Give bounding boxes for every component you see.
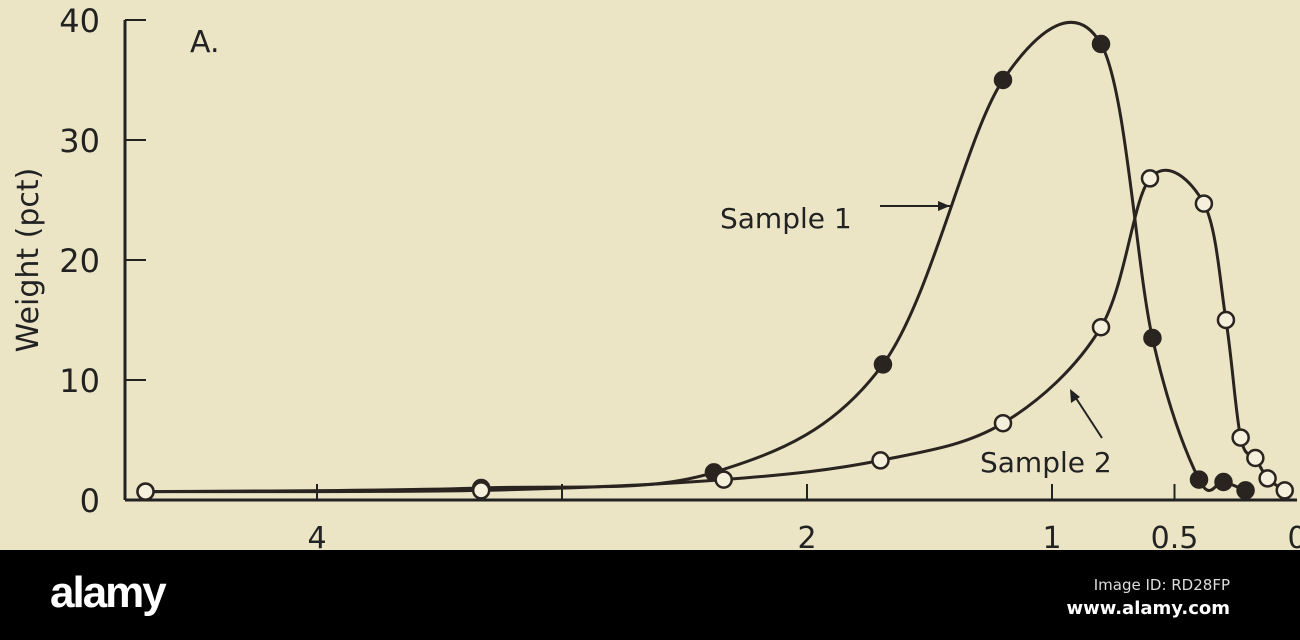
series-line-sample-2 (145, 168, 1286, 494)
series-line-sample-1 (145, 21, 1247, 494)
series-label-sample-1: Sample 1 (720, 202, 852, 235)
data-point-sample-2 (1258, 469, 1277, 488)
data-point-sample-2 (1246, 448, 1265, 468)
watermark-bar: alamy Image ID: RD28FP www.alamy.com (0, 550, 1300, 640)
y-axis-label: Weight (pct) (11, 168, 46, 353)
panel-label: A. (190, 25, 220, 60)
data-point-sample-2 (471, 481, 491, 500)
y-tick-label: 20 (59, 242, 100, 280)
y-tick-label: 40 (59, 2, 100, 40)
data-point-sample-2 (1216, 310, 1236, 330)
data-point-sample-1 (1236, 481, 1255, 500)
data-point-sample-1 (993, 70, 1013, 90)
sample-2-arrowhead (1070, 389, 1080, 403)
data-point-sample-2 (1140, 169, 1160, 188)
y-tick-label: 10 (59, 362, 100, 400)
chart-svg: A. Weight (pct) Sample 1 Sample 2 4 2 1 0.5… (11, 2, 1300, 550)
y-tick-label: 30 (59, 122, 100, 160)
data-point-sample-2 (1194, 194, 1214, 213)
x-tick-label: 1 (1042, 521, 1061, 550)
data-point-sample-1 (873, 355, 893, 374)
sample-2-arrow (1071, 391, 1103, 439)
image-id: Image ID: RD28FP (1093, 576, 1230, 594)
site-url: www.alamy.com (1066, 598, 1230, 619)
chart-area: A. Weight (pct) Sample 1 Sample 2 4 2 1 0.5… (0, 0, 1300, 550)
data-point-sample-2 (1275, 481, 1294, 500)
data-point-sample-1 (1214, 472, 1233, 492)
x-tick-label: 2 (797, 521, 816, 550)
data-point-sample-2 (1231, 428, 1250, 447)
data-point-sample-2 (871, 451, 890, 470)
data-point-sample-1 (1143, 328, 1162, 348)
data-point-sample-2 (714, 470, 733, 489)
x-tick-label: 0 (1287, 521, 1300, 550)
x-tick-label: 0.5 (1151, 521, 1199, 550)
data-point-sample-1 (1091, 34, 1111, 54)
data-point-sample-1 (1189, 470, 1209, 489)
alamy-logo: alamy (50, 568, 167, 617)
data-point-sample-2 (136, 482, 155, 501)
x-tick-label: 4 (307, 521, 326, 550)
data-point-sample-2 (1091, 317, 1111, 337)
series-label-sample-2: Sample 2 (980, 446, 1112, 479)
data-point-sample-2 (993, 413, 1013, 433)
y-tick-label: 0 (80, 482, 100, 520)
sample-1-arrowhead (938, 201, 950, 211)
